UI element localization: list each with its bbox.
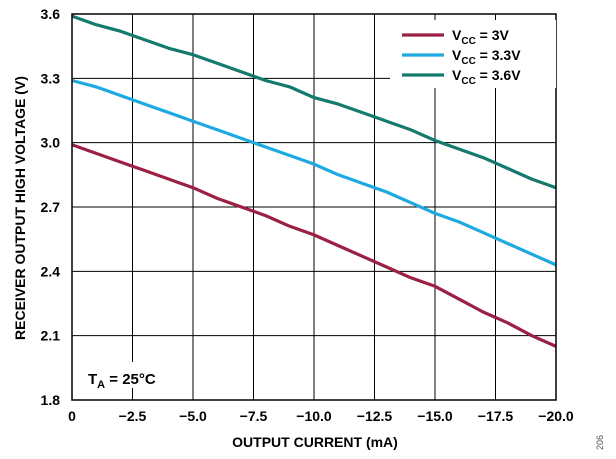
y-tick-label: 2.7 xyxy=(41,199,61,215)
x-tick-label: −2.5 xyxy=(119,408,147,424)
figure-id: 206 xyxy=(595,435,605,450)
y-tick-label: 3.3 xyxy=(41,70,61,86)
x-tick-label: −7.5 xyxy=(240,408,268,424)
y-tick-label: 1.8 xyxy=(41,392,61,408)
x-tick-label: −17.5 xyxy=(478,408,514,424)
series-line-2 xyxy=(71,78,557,267)
chart-series xyxy=(71,14,557,348)
legend-label-2: VCC = 3.3V xyxy=(452,47,521,67)
x-tick-label: −20.0 xyxy=(538,408,574,424)
y-tick-label: 3.6 xyxy=(41,6,61,22)
temperature-annotation: TA = 25°C xyxy=(84,362,174,391)
legend-label-1: VCC = 3V xyxy=(452,27,510,47)
legend-label-3: VCC = 3.6V xyxy=(452,67,521,87)
plot-frame xyxy=(71,13,557,401)
annotation-text: TA = 25°C xyxy=(88,371,156,391)
x-tick-label: −10.0 xyxy=(296,408,332,424)
series-line-3 xyxy=(71,14,557,190)
y-tick-label: 2.4 xyxy=(41,263,61,279)
x-tick-label: −12.5 xyxy=(357,408,393,424)
annotation-background xyxy=(84,362,174,388)
series-line-1 xyxy=(71,143,557,348)
y-tick-label: 2.1 xyxy=(41,328,61,344)
y-tick-label: 3.0 xyxy=(41,135,61,151)
x-tick-label: −15.0 xyxy=(417,408,453,424)
x-tick-label: −5.0 xyxy=(179,408,207,424)
y-tick-labels: 1.8 2.1 2.4 2.7 3.0 3.3 3.6 xyxy=(41,6,61,408)
x-tick-label: 0 xyxy=(68,408,76,424)
y-axis-label: RECEIVER OUTPUT HIGH VOLTAGE (V) xyxy=(12,76,28,340)
x-axis-label: OUTPUT CURRENT (mA) xyxy=(232,434,398,450)
x-tick-labels: 0 −2.5 −5.0 −7.5 −10.0 −12.5 −15.0 −17.5 −20.0 xyxy=(68,408,574,424)
